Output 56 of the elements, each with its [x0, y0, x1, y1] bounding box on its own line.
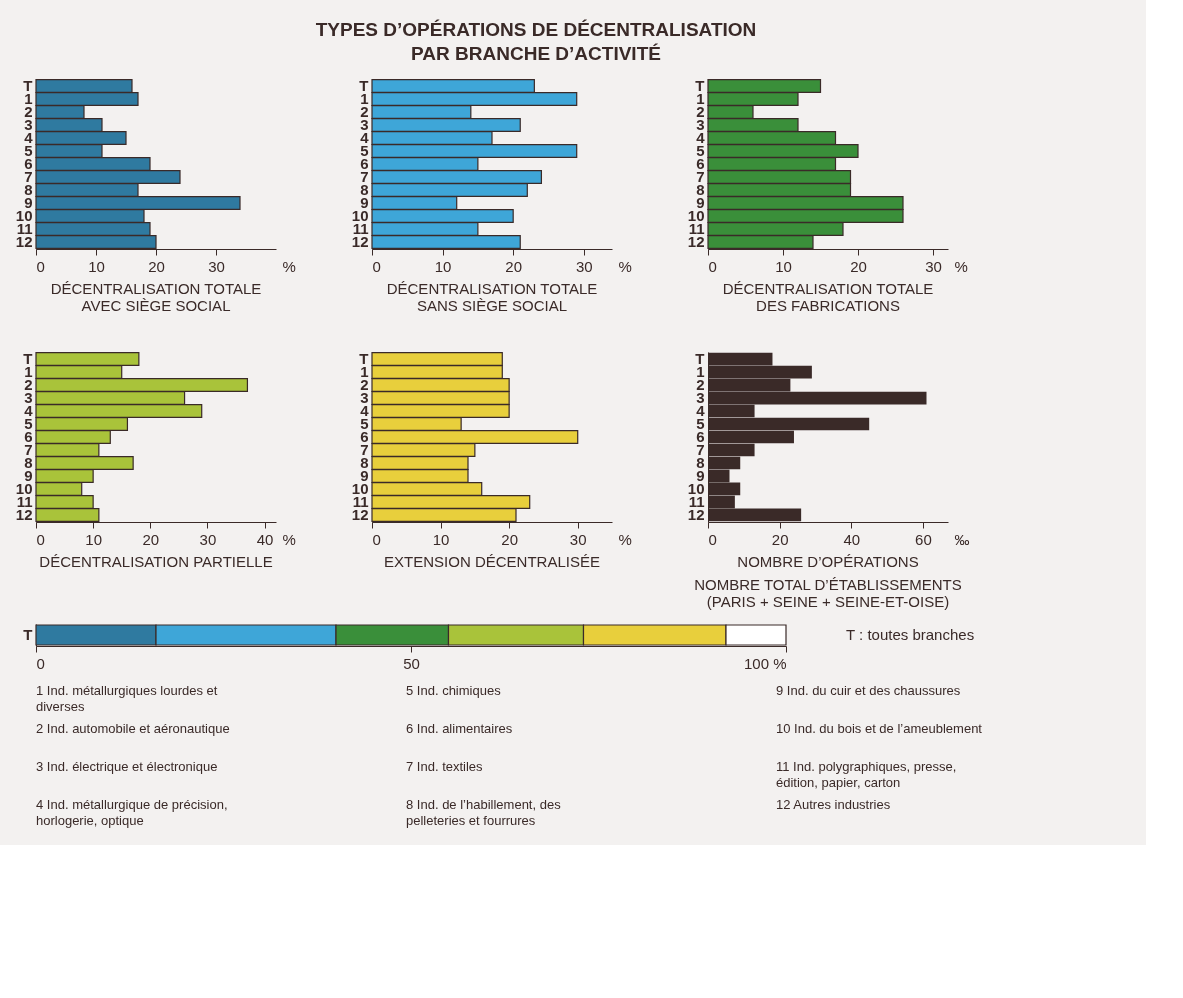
x-tick-label: 10 [775, 257, 792, 275]
x-tick-label: 20 [505, 257, 523, 275]
x-tick-label: 30 [575, 257, 593, 275]
text: 11 Ind. polygraphiques, presse, édition, papier, carton [776, 759, 957, 790]
text: 2 Ind. automobile et aéronautique [36, 721, 230, 736]
text: 6 Ind. alimentaires [406, 721, 513, 736]
x-axis-title: % [954, 257, 968, 275]
text: 9 Ind. du cuir et des chaussures [776, 683, 961, 698]
text: DÉCENTRALISATION PARTIELLE [39, 553, 273, 570]
text: EXTENSION DÉCENTRALISÉE [384, 553, 600, 570]
x-tick-label: 30 [208, 257, 225, 275]
x-tick-label: 10 [88, 257, 105, 275]
x-tick-label: 100 % [743, 654, 787, 672]
text: 1 Ind. métallurgiques lourdes et diverses [36, 683, 218, 714]
text: NOMBRE TOTAL D’ÉTABLISSEMENTS (PARIS + SEINE + SEINE-ET-OISE) [694, 576, 962, 610]
x-axis-title: % [618, 530, 632, 548]
x-axis-title: % [282, 257, 296, 275]
text: DÉCENTRALISATION TOTALE SANS SIÈGE SOCIAL [386, 280, 598, 314]
text: DÉCENTRALISATION TOTALE AVEC SIÈGE SOCIAL [50, 280, 262, 314]
text: 7 Ind. textiles [406, 759, 484, 774]
x-axis-title: % [282, 530, 296, 548]
x-tick-label: 10 [432, 530, 450, 548]
text: 10 Ind. du bois et de l’ameublement [776, 721, 983, 736]
x-tick-label: 30 [925, 257, 942, 275]
x-tick-label: 0 [372, 257, 381, 275]
x-tick-label: 60 [915, 530, 932, 548]
x-tick-label: 40 [843, 530, 861, 548]
x-tick-label: 0 [36, 654, 45, 672]
x-tick-label: 50 [403, 654, 420, 672]
text: 3 Ind. électrique et électronique [36, 759, 218, 774]
text: NOMBRE D’OPÉRATIONS [737, 553, 919, 570]
text: T : toutes branches [846, 626, 975, 643]
x-tick-label: 20 [148, 257, 165, 275]
x-tick-label: 0 [708, 257, 717, 275]
text: 4 Ind. métallurgique de précision, horlogerie, optique [36, 797, 228, 828]
text: 8 Ind. de l’habillement, des pelleteries et fourrures [406, 797, 562, 828]
text: 12 Autres industries [776, 797, 891, 812]
x-tick-label: 0 [36, 257, 45, 275]
x-tick-label: 0 [36, 530, 45, 548]
x-tick-label: 20 [142, 530, 160, 548]
text: DÉCENTRALISATION TOTALE DES FABRICATIONS [722, 280, 934, 314]
x-tick-label: 30 [199, 530, 217, 548]
x-tick-label: 10 [434, 257, 452, 275]
x-tick-label: 0 [708, 530, 717, 548]
y-tick-label: T [23, 626, 33, 643]
x-axis-title: ‰ [954, 530, 970, 548]
text: 5 Ind. chimiques [406, 683, 502, 698]
x-axis-title: % [618, 257, 632, 275]
x-tick-label: 20 [771, 530, 789, 548]
x-tick-label: 20 [850, 257, 867, 275]
x-tick-label: 30 [569, 530, 587, 548]
x-tick-label: 20 [501, 530, 518, 548]
x-tick-label: 0 [372, 530, 381, 548]
text: TYPES D’OPÉRATIONS DE DÉCENTRALISATION PAR BRANCHE D’ACTIVITÉ [315, 19, 757, 64]
x-tick-label: 40 [256, 530, 274, 548]
x-tick-label: 10 [85, 530, 102, 548]
